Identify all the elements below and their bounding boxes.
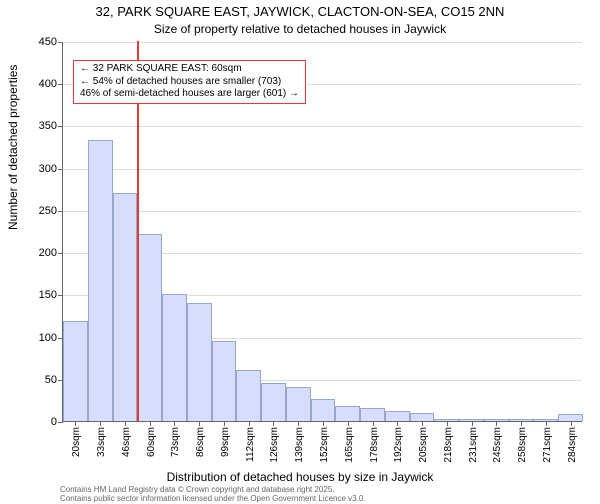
x-tick-label: 112sqm — [245, 427, 256, 462]
bar — [212, 341, 237, 421]
x-tick-mark — [496, 421, 497, 426]
x-tick-mark — [397, 421, 398, 426]
x-tick-mark — [373, 421, 374, 426]
bar — [88, 140, 113, 421]
y-tick-mark — [58, 295, 63, 296]
y-tick-label: 300 — [39, 163, 57, 175]
y-tick-label: 150 — [39, 289, 57, 301]
y-tick-mark — [58, 211, 63, 212]
bar — [63, 321, 88, 421]
x-tick-label: 99sqm — [220, 427, 231, 457]
x-axis-label: Distribution of detached houses by size … — [0, 470, 600, 484]
x-tick-mark — [422, 421, 423, 426]
x-tick-mark — [546, 421, 547, 426]
x-tick-mark — [472, 421, 473, 426]
y-tick-mark — [58, 84, 63, 85]
x-tick-mark — [174, 421, 175, 426]
x-tick-mark — [100, 421, 101, 426]
bar — [286, 387, 311, 421]
chart-title: 32, PARK SQUARE EAST, JAYWICK, CLACTON-O… — [0, 4, 600, 19]
bar — [261, 383, 286, 421]
bar — [558, 414, 583, 421]
x-tick-label: 245sqm — [492, 427, 503, 463]
y-tick-label: 50 — [45, 374, 57, 386]
annotation-line: ← 54% of detached houses are smaller (70… — [80, 76, 299, 89]
gridline — [63, 211, 582, 212]
x-tick-label: 165sqm — [344, 427, 355, 463]
y-tick-label: 0 — [51, 416, 57, 428]
x-tick-mark — [150, 421, 151, 426]
y-tick-mark — [58, 169, 63, 170]
bar — [410, 413, 435, 421]
y-tick-mark — [58, 42, 63, 43]
x-tick-label: 33sqm — [96, 427, 107, 457]
x-tick-label: 218sqm — [443, 427, 454, 463]
bar — [113, 193, 138, 421]
y-tick-label: 200 — [39, 247, 57, 259]
x-tick-label: 231sqm — [468, 427, 479, 463]
annotation-line: 46% of semi-detached houses are larger (… — [80, 88, 299, 101]
x-tick-mark — [273, 421, 274, 426]
y-tick-label: 100 — [39, 332, 57, 344]
x-tick-mark — [75, 421, 76, 426]
x-tick-label: 152sqm — [319, 427, 330, 463]
x-tick-label: 20sqm — [71, 427, 82, 457]
bar — [360, 408, 385, 421]
annotation-line: ← 32 PARK SQUARE EAST: 60sqm — [80, 63, 299, 76]
x-tick-mark — [125, 421, 126, 426]
x-tick-mark — [323, 421, 324, 426]
annotation-box: ← 32 PARK SQUARE EAST: 60sqm ← 54% of de… — [73, 60, 306, 104]
x-tick-label: 258sqm — [517, 427, 528, 463]
y-tick-label: 450 — [39, 36, 57, 48]
x-tick-label: 271sqm — [542, 427, 553, 463]
x-tick-label: 60sqm — [146, 427, 157, 457]
x-tick-label: 192sqm — [393, 427, 404, 463]
x-tick-mark — [521, 421, 522, 426]
x-tick-label: 284sqm — [567, 427, 578, 463]
gridline — [63, 42, 582, 43]
y-tick-label: 350 — [39, 120, 57, 132]
x-tick-mark — [199, 421, 200, 426]
x-tick-mark — [224, 421, 225, 426]
x-tick-mark — [447, 421, 448, 426]
chart-container: 32, PARK SQUARE EAST, JAYWICK, CLACTON-O… — [0, 0, 600, 500]
x-tick-label: 86sqm — [195, 427, 206, 457]
x-tick-label: 205sqm — [418, 427, 429, 463]
bar — [162, 294, 187, 421]
y-tick-label: 250 — [39, 205, 57, 217]
y-axis-label: Number of detached properties — [6, 65, 20, 230]
x-tick-label: 139sqm — [294, 427, 305, 463]
bar — [187, 303, 212, 421]
gridline — [63, 126, 582, 127]
y-tick-mark — [58, 422, 63, 423]
bar — [385, 411, 410, 421]
x-tick-mark — [249, 421, 250, 426]
bar — [137, 234, 162, 421]
x-tick-mark — [348, 421, 349, 426]
x-tick-mark — [571, 421, 572, 426]
bar — [335, 406, 360, 421]
gridline — [63, 169, 582, 170]
y-tick-mark — [58, 253, 63, 254]
x-tick-label: 126sqm — [269, 427, 280, 463]
bar — [236, 370, 261, 421]
chart-subtitle: Size of property relative to detached ho… — [0, 22, 600, 36]
x-tick-label: 178sqm — [369, 427, 380, 463]
x-tick-label: 73sqm — [170, 427, 181, 457]
x-tick-label: 46sqm — [121, 427, 132, 457]
y-tick-label: 400 — [39, 78, 57, 90]
x-tick-mark — [298, 421, 299, 426]
y-tick-mark — [58, 126, 63, 127]
plot-area: 05010015020025030035040045020sqm33sqm46s… — [62, 42, 582, 422]
footer-text: Contains HM Land Registry data © Crown c… — [60, 486, 366, 504]
bar — [311, 399, 336, 421]
